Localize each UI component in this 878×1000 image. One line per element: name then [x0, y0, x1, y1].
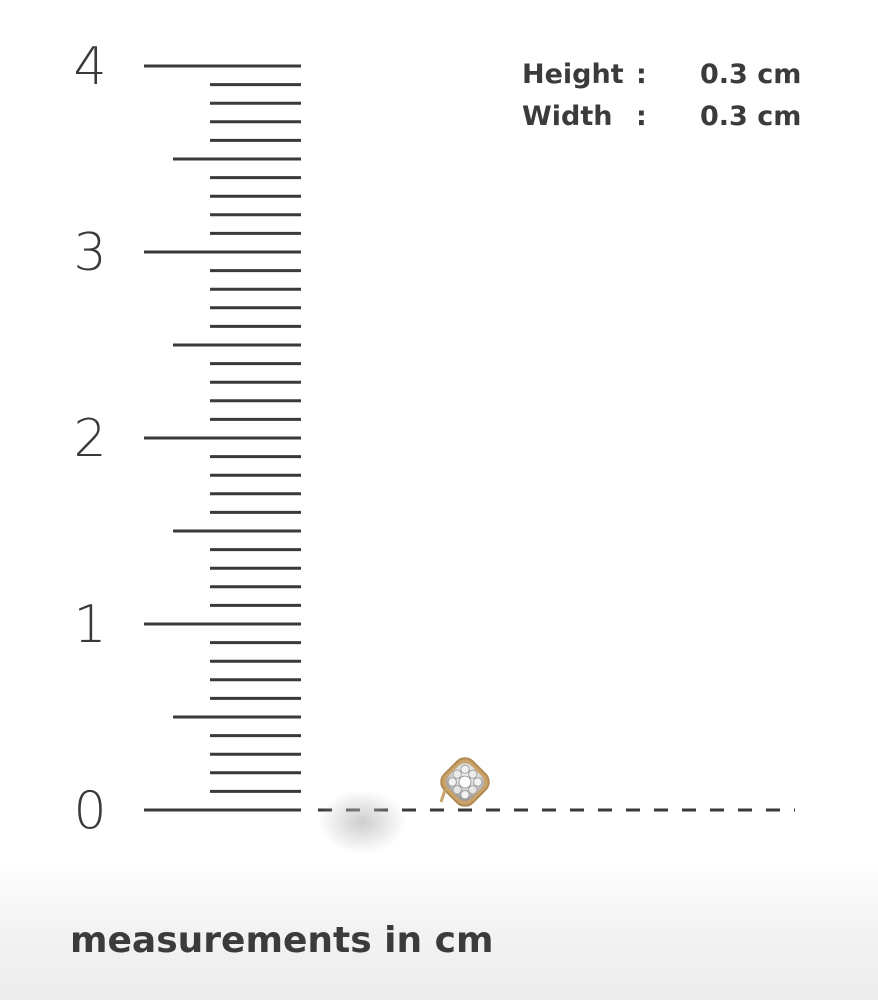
measurements-caption: measurements in cm [70, 920, 494, 961]
width-separator: : [636, 101, 647, 132]
ruler-label: 2 [73, 409, 106, 469]
ruler-label: 4 [73, 37, 106, 97]
width-label: Width [522, 101, 613, 132]
width-value: 0.3 cm [700, 101, 802, 132]
width-row: Width : 0.3 cm [522, 96, 801, 138]
ruler-label: 1 [73, 595, 106, 655]
height-value: 0.3 cm [700, 59, 802, 90]
height-label: Height [522, 59, 624, 90]
height-separator: : [636, 59, 647, 90]
ruler-labels: 0 1 2 3 4 [73, 37, 106, 841]
height-row: Height : 0.3 cm [522, 54, 801, 96]
ruler-ticks [144, 64, 301, 812]
diamond-cluster-stud-earring-icon [440, 757, 490, 807]
ruler-label: 0 [73, 781, 106, 841]
ruler-label: 3 [73, 223, 106, 283]
dimensions-panel: Height : 0.3 cm Width : 0.3 cm [522, 54, 801, 138]
earring-post [439, 789, 447, 803]
earring-shadow [318, 790, 406, 854]
